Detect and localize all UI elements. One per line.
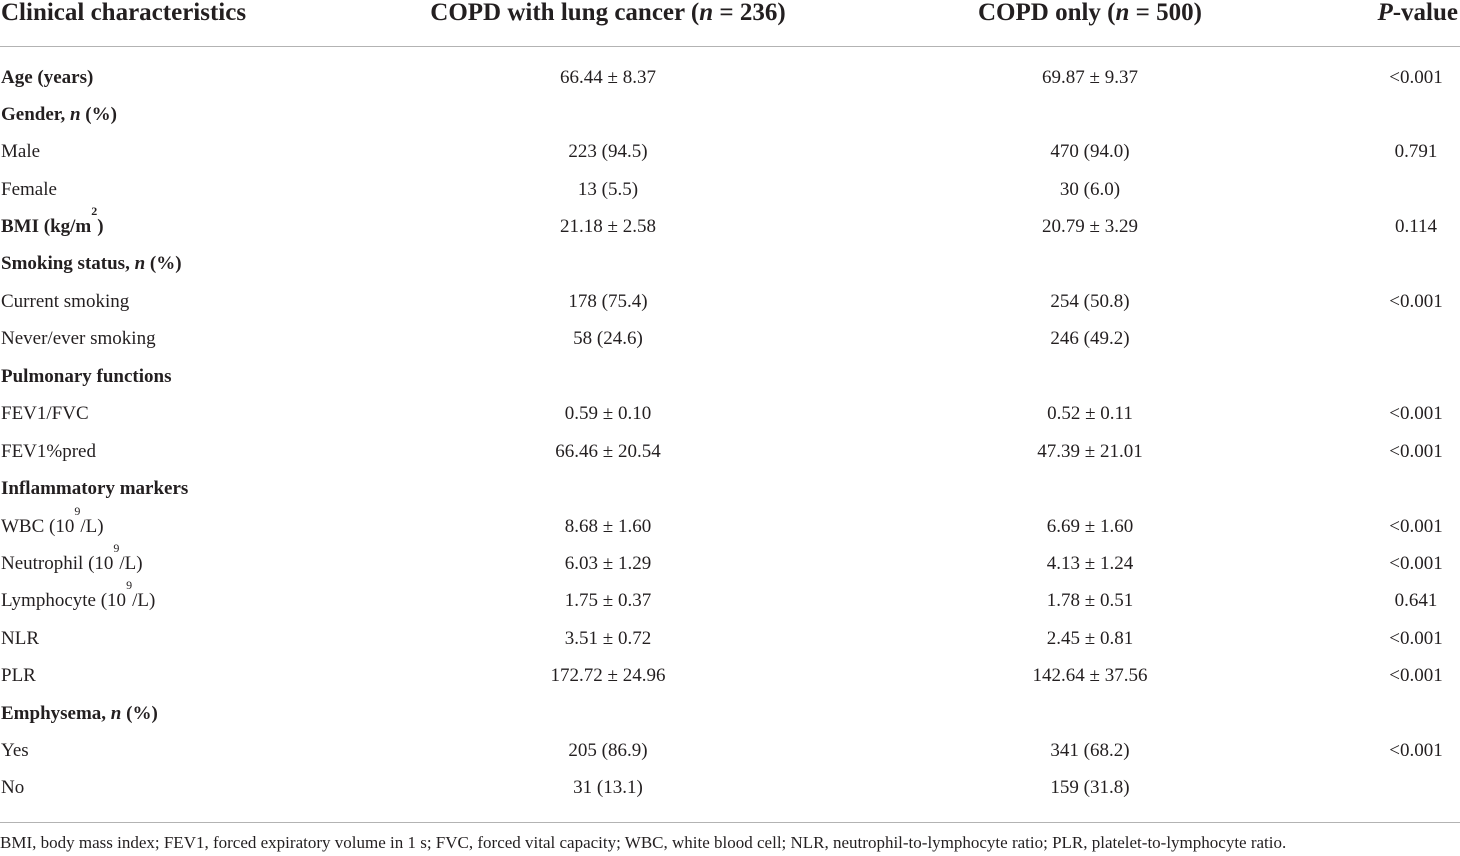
cell-lung-cancer: 0.59 ± 0.10 bbox=[564, 403, 652, 424]
row-label: Neutrophil (109/L) bbox=[1, 541, 143, 574]
cell-copd-only: 47.39 ± 21.01 bbox=[1037, 441, 1143, 462]
cell-lung-cancer: 31 (13.1) bbox=[573, 777, 643, 798]
cell-copd-only: 30 (6.0) bbox=[1059, 179, 1121, 200]
table-row: PLR 172.72 ± 24.96 142.64 ± 37.56 <0.001 bbox=[0, 665, 1460, 702]
row-label: PLR bbox=[1, 665, 36, 686]
row-label: BMI (kg/m2) bbox=[1, 204, 104, 237]
cell-copd-only: 69.87 ± 9.37 bbox=[1042, 67, 1138, 88]
table-row: No 31 (13.1) 159 (31.8) bbox=[0, 777, 1460, 814]
cell-copd-only: 20.79 ± 3.29 bbox=[1042, 216, 1138, 237]
table-row: Male 223 (94.5) 470 (94.0) 0.791 bbox=[0, 141, 1460, 178]
cell-p-value: 0.641 bbox=[1394, 590, 1438, 611]
table-row: Inflammatory markers bbox=[0, 478, 1460, 515]
cell-lung-cancer: 1.75 ± 0.37 bbox=[564, 590, 652, 611]
table-row: Never/ever smoking 58 (24.6) 246 (49.2) bbox=[0, 328, 1460, 365]
row-label: Emphysema, n (%) bbox=[1, 703, 158, 724]
row-label: Male bbox=[1, 141, 41, 162]
table-row: Current smoking 178 (75.4) 254 (50.8) <0… bbox=[0, 291, 1460, 328]
row-label: Inflammatory markers bbox=[1, 478, 189, 499]
cell-p-value: <0.001 bbox=[1389, 291, 1443, 312]
row-label: WBC (109/L) bbox=[1, 504, 104, 537]
cell-copd-only: 341 (68.2) bbox=[1050, 740, 1130, 761]
table-footnote: BMI, body mass index; FEV1, forced expir… bbox=[0, 833, 1287, 852]
row-label: FEV1/FVC bbox=[1, 403, 89, 424]
cell-p-value: <0.001 bbox=[1389, 516, 1443, 537]
row-label: FEV1%pred bbox=[1, 441, 96, 462]
cell-p-value: <0.001 bbox=[1389, 628, 1443, 649]
cell-p-value: 0.114 bbox=[1394, 216, 1438, 237]
cell-copd-only: 142.64 ± 37.56 bbox=[1032, 665, 1148, 686]
cell-copd-only: 159 (31.8) bbox=[1050, 777, 1130, 798]
table-row: WBC (109/L) 8.68 ± 1.60 6.69 ± 1.60 <0.0… bbox=[0, 504, 1460, 553]
cell-copd-only: 6.69 ± 1.60 bbox=[1046, 516, 1134, 537]
cell-p-value: <0.001 bbox=[1389, 441, 1443, 462]
cell-p-value: <0.001 bbox=[1389, 67, 1443, 88]
cell-lung-cancer: 8.68 ± 1.60 bbox=[564, 516, 652, 537]
header-copd-lung-cancer: COPD with lung cancer (n = 236) bbox=[430, 0, 786, 26]
cell-lung-cancer: 66.44 ± 8.37 bbox=[560, 67, 656, 88]
row-label: Age (years) bbox=[1, 67, 94, 88]
header-rule bbox=[0, 46, 1460, 47]
row-label: Smoking status, n (%) bbox=[1, 253, 182, 274]
cell-lung-cancer: 13 (5.5) bbox=[577, 179, 639, 200]
row-label: Never/ever smoking bbox=[1, 328, 156, 349]
cell-p-value: <0.001 bbox=[1389, 665, 1443, 686]
row-label: Yes bbox=[1, 740, 29, 761]
row-label: Female bbox=[1, 179, 57, 200]
cell-lung-cancer: 58 (24.6) bbox=[573, 328, 643, 349]
cell-copd-only: 246 (49.2) bbox=[1050, 328, 1130, 349]
row-label: Lymphocyte (109/L) bbox=[1, 578, 156, 611]
cell-copd-only: 254 (50.8) bbox=[1050, 291, 1130, 312]
header-copd-only: COPD only (n = 500) bbox=[978, 0, 1202, 26]
table-row: FEV1/FVC 0.59 ± 0.10 0.52 ± 0.11 <0.001 bbox=[0, 403, 1460, 440]
cell-p-value: <0.001 bbox=[1389, 553, 1443, 574]
table-row: Pulmonary functions bbox=[0, 366, 1460, 403]
table-row: Smoking status, n (%) bbox=[0, 253, 1460, 290]
cell-lung-cancer: 3.51 ± 0.72 bbox=[564, 628, 652, 649]
table-row: Neutrophil (109/L) 6.03 ± 1.29 4.13 ± 1.… bbox=[0, 541, 1460, 590]
header-p-value: P-value bbox=[1377, 0, 1458, 26]
table-row: BMI (kg/m2) 21.18 ± 2.58 20.79 ± 3.29 0.… bbox=[0, 204, 1460, 253]
cell-copd-only: 0.52 ± 0.11 bbox=[1047, 403, 1133, 424]
cell-copd-only: 2.45 ± 0.81 bbox=[1046, 628, 1134, 649]
cell-p-value: <0.001 bbox=[1389, 740, 1443, 761]
cell-copd-only: 470 (94.0) bbox=[1050, 141, 1130, 162]
cell-lung-cancer: 172.72 ± 24.96 bbox=[550, 665, 666, 686]
row-label: No bbox=[1, 777, 25, 798]
header-characteristics: Clinical characteristics bbox=[1, 0, 247, 26]
row-label: Current smoking bbox=[1, 291, 130, 312]
cell-copd-only: 4.13 ± 1.24 bbox=[1046, 553, 1134, 574]
table-row: Lymphocyte (109/L) 1.75 ± 0.37 1.78 ± 0.… bbox=[0, 578, 1460, 627]
cell-p-value: 0.791 bbox=[1394, 141, 1438, 162]
cell-lung-cancer: 66.46 ± 20.54 bbox=[555, 441, 661, 462]
row-label: NLR bbox=[1, 628, 39, 649]
table-row: NLR 3.51 ± 0.72 2.45 ± 0.81 <0.001 bbox=[0, 628, 1460, 665]
cell-p-value: <0.001 bbox=[1389, 403, 1443, 424]
bottom-rule bbox=[0, 822, 1460, 823]
table-row: Yes 205 (86.9) 341 (68.2) <0.001 bbox=[0, 740, 1460, 777]
table-header: Clinical characteristics COPD with lung … bbox=[0, 0, 1460, 46]
table-row: Gender, n (%) bbox=[0, 104, 1460, 141]
table-row: Female 13 (5.5) 30 (6.0) bbox=[0, 179, 1460, 216]
cell-lung-cancer: 6.03 ± 1.29 bbox=[564, 553, 652, 574]
cell-lung-cancer: 178 (75.4) bbox=[568, 291, 648, 312]
cell-lung-cancer: 205 (86.9) bbox=[568, 740, 648, 761]
row-label: Pulmonary functions bbox=[1, 366, 172, 387]
table-row: Age (years) 66.44 ± 8.37 69.87 ± 9.37 <0… bbox=[0, 67, 1460, 104]
cell-copd-only: 1.78 ± 0.51 bbox=[1046, 590, 1134, 611]
row-label: Gender, n (%) bbox=[1, 104, 117, 125]
cell-lung-cancer: 21.18 ± 2.58 bbox=[560, 216, 656, 237]
cell-lung-cancer: 223 (94.5) bbox=[568, 141, 648, 162]
table-row: FEV1%pred 66.46 ± 20.54 47.39 ± 21.01 <0… bbox=[0, 441, 1460, 478]
table-row: Emphysema, n (%) bbox=[0, 703, 1460, 740]
